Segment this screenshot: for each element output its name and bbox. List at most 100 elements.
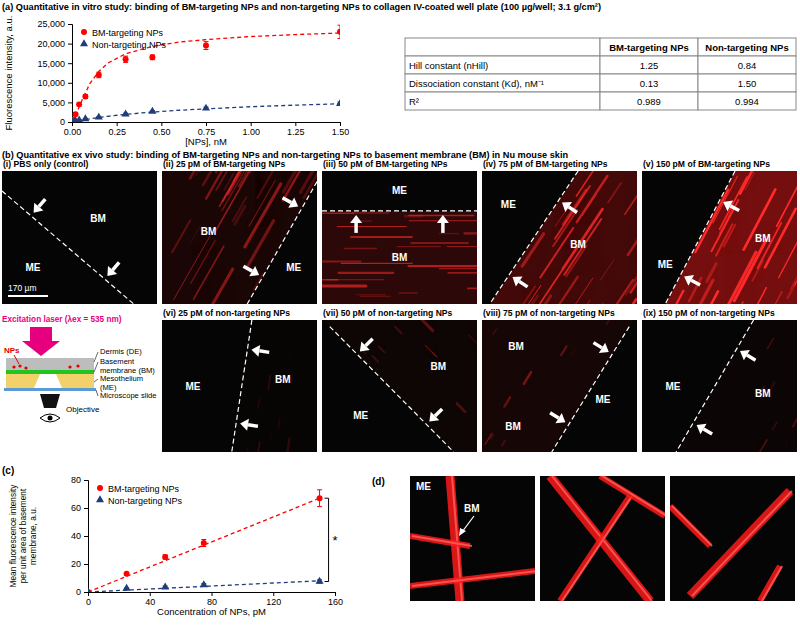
error-bar: [201, 540, 206, 547]
fluorescence-streak: [582, 195, 596, 216]
fluorescence-streak: [258, 443, 260, 456]
image-label: (viii) 75 pM of non-targeting NPs: [483, 308, 615, 318]
arrow-shaft: [248, 425, 258, 427]
fluorescence-streak: [200, 269, 233, 327]
table-text: 0.989: [637, 96, 661, 107]
y-tick-mark: [68, 102, 72, 103]
scale-bar: [8, 295, 48, 297]
fluorescence-streak: [608, 183, 621, 202]
fluorescence-streak: [439, 233, 458, 234]
x-tick: 0.00: [64, 122, 82, 137]
fluorescence-streak: [352, 212, 388, 213]
region-label: BM: [755, 388, 771, 399]
data-point: [81, 114, 89, 121]
fluorescence: [410, 476, 535, 601]
table-cell: [405, 38, 600, 56]
image-label: (iii) 50 pM of BM-targeting NPs: [323, 159, 448, 169]
arrow-shaft: [283, 198, 292, 203]
region-label: ME: [286, 262, 301, 273]
arrow-head: [429, 412, 439, 422]
arrow-head: [288, 197, 298, 207]
x-tick-label: 160: [328, 597, 343, 607]
fluorescence-streak: [196, 156, 207, 175]
x-tick-mark: [340, 122, 341, 126]
series: [88, 577, 324, 592]
table-text: R²: [409, 96, 419, 107]
fluorescence-streak: [788, 282, 796, 298]
x-tick: 1.25: [287, 122, 305, 137]
fluorescence-streak: [269, 434, 271, 439]
table-text: Hill constant (nHill): [409, 60, 488, 71]
table-cell: [600, 56, 698, 74]
boundary-line: [552, 327, 630, 452]
x-tick-mark: [251, 122, 252, 126]
y-tick-label: 60: [71, 503, 81, 513]
data-point: [200, 580, 208, 587]
table-cell: [600, 74, 698, 92]
x-axis-line: [89, 593, 336, 597]
data-point: [73, 111, 79, 117]
objective-label: Objective: [66, 405, 100, 414]
fluorescence-streak: [772, 422, 777, 430]
series: [72, 25, 340, 122]
x-axis-title: Concentration of NPs, pM: [157, 606, 266, 617]
error-bar-cap: [204, 41, 209, 42]
fluorescence-streak: [540, 228, 573, 278]
y-tick-label: 20: [71, 559, 81, 569]
fluorescence-glow: [482, 320, 633, 452]
arrow-shaft: [366, 339, 373, 346]
fluorescence-streak: [541, 247, 548, 258]
error-bar-cap: [201, 546, 206, 547]
fluorescence-band-core: [552, 476, 652, 601]
y-tick-mark: [68, 83, 72, 84]
fluorescence-streak: [326, 279, 384, 280]
table-text: 0.84: [738, 60, 757, 71]
y-tick-label: 20,000: [37, 39, 65, 49]
fluorescence-streak: [728, 252, 756, 305]
x-tick-label: 0: [86, 597, 91, 607]
region-label: BM: [505, 421, 521, 432]
fluorescence-streak: [767, 339, 773, 349]
arrow-head: [459, 528, 466, 536]
error-bar-cap: [201, 539, 206, 540]
fluorescence-streak: [295, 213, 353, 214]
fluorescence-streak: [561, 346, 566, 355]
image-label: (iv) 75 pM of BM-targeting NPs: [483, 159, 608, 169]
fluorescence-streak: [301, 165, 316, 192]
fluorescence-band-core: [672, 506, 712, 546]
fluorescence-streak: [318, 261, 361, 263]
table: BM-targeting NPsNon-targeting NPsHill co…: [405, 38, 796, 110]
error-bar: [317, 490, 322, 507]
arrow-shaft: [550, 413, 559, 418]
table-text: 0.13: [640, 78, 659, 89]
fluorescence-streak: [228, 138, 260, 195]
micrograph-background: [482, 171, 637, 304]
fluorescence-streak: [772, 382, 775, 387]
arrow-shaft: [441, 223, 445, 233]
y-tick: 20: [71, 559, 88, 569]
table-cell: [405, 74, 600, 92]
data-point: [162, 554, 168, 560]
fluorescence-streak: [724, 225, 735, 247]
arrow-head: [437, 215, 449, 223]
boundary-line: [232, 320, 252, 452]
x-tick-mark: [206, 122, 207, 126]
data-point: [122, 110, 130, 117]
fluorescence-streak: [734, 241, 766, 301]
arrow-head: [513, 276, 523, 286]
y-tick: 25,000: [37, 19, 72, 29]
figure: (a) Quantitative in vitro study: binding…: [0, 0, 800, 627]
fluorescence-streak: [287, 439, 289, 453]
fluorescence-streak: [504, 397, 510, 406]
x-tick-mark: [161, 122, 162, 126]
fluorescence-streak: [216, 140, 234, 172]
arrow-shaft: [435, 409, 442, 416]
fluorescence-streak: [425, 345, 436, 356]
fluorescence-band: [600, 476, 665, 516]
boundary-line: [247, 182, 317, 304]
micrograph-background: [670, 476, 795, 601]
error-bar: [204, 42, 209, 50]
micrograph-background: [322, 171, 477, 304]
fluorescence-streak: [246, 448, 249, 454]
arrow-shaft: [113, 262, 120, 270]
